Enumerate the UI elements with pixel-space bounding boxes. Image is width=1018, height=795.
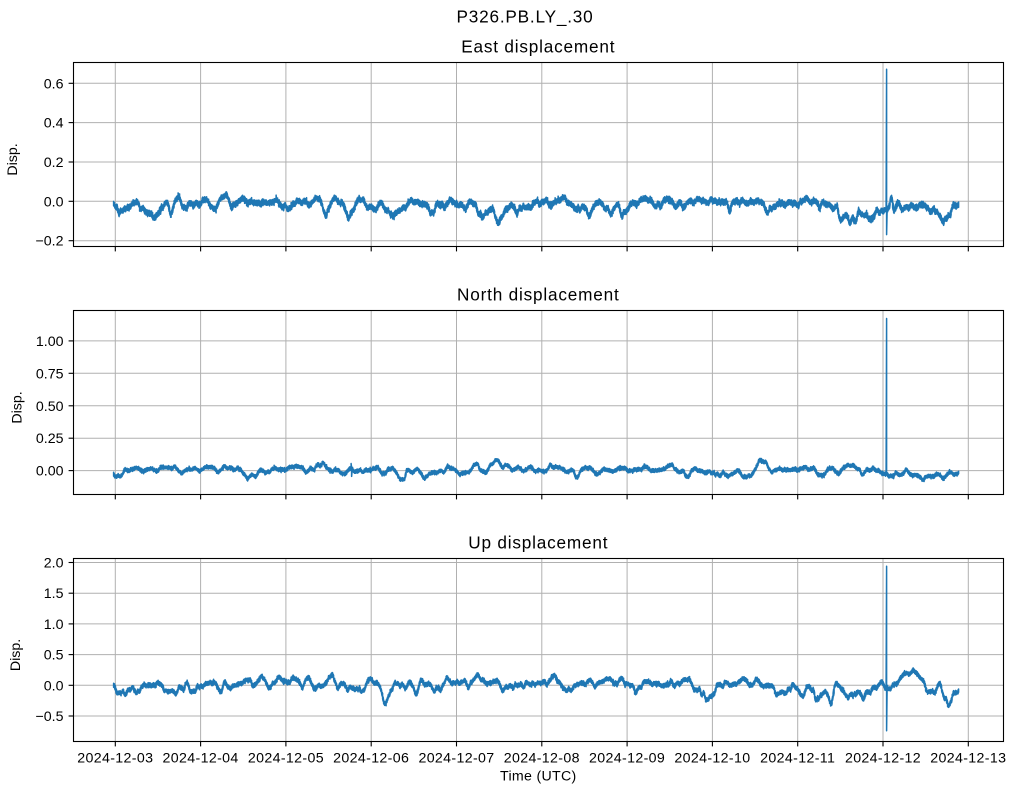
svg-text:2024-12-06: 2024-12-06: [333, 751, 409, 767]
svg-text:2024-12-04: 2024-12-04: [163, 751, 239, 767]
svg-text:2024-12-12: 2024-12-12: [845, 751, 921, 767]
svg-text:2.0: 2.0: [44, 556, 64, 572]
svg-text:2024-12-13: 2024-12-13: [930, 751, 1006, 767]
svg-text:P326.PB.LY_.30: P326.PB.LY_.30: [456, 7, 593, 27]
svg-text:1.0: 1.0: [44, 617, 64, 633]
svg-text:0.2: 0.2: [44, 155, 64, 171]
svg-text:0.75: 0.75: [36, 366, 64, 382]
svg-text:0.4: 0.4: [44, 116, 64, 132]
svg-text:Disp.: Disp.: [8, 639, 24, 671]
svg-text:0.6: 0.6: [44, 76, 64, 92]
svg-text:−0.2: −0.2: [35, 234, 63, 250]
svg-text:2024-12-10: 2024-12-10: [674, 751, 750, 767]
svg-text:2024-12-05: 2024-12-05: [248, 751, 324, 767]
svg-text:North displacement: North displacement: [457, 285, 619, 305]
svg-text:Disp.: Disp.: [5, 143, 21, 175]
svg-text:Up displacement: Up displacement: [468, 533, 608, 553]
svg-text:1.5: 1.5: [44, 586, 64, 602]
svg-text:2024-12-09: 2024-12-09: [589, 751, 665, 767]
svg-text:0.00: 0.00: [36, 464, 64, 480]
svg-text:2024-12-11: 2024-12-11: [760, 751, 835, 767]
svg-text:1.00: 1.00: [36, 334, 64, 350]
svg-text:−0.5: −0.5: [35, 709, 63, 725]
svg-text:Time (UTC): Time (UTC): [500, 769, 577, 785]
svg-text:2024-12-03: 2024-12-03: [77, 751, 153, 767]
svg-text:0.0: 0.0: [44, 194, 64, 210]
svg-text:2024-12-08: 2024-12-08: [504, 751, 580, 767]
svg-text:0.5: 0.5: [44, 648, 64, 664]
svg-text:East displacement: East displacement: [461, 37, 615, 57]
svg-text:0.50: 0.50: [36, 399, 64, 415]
svg-text:0.0: 0.0: [44, 678, 64, 694]
svg-text:Disp.: Disp.: [9, 391, 25, 423]
svg-text:2024-12-07: 2024-12-07: [418, 751, 494, 767]
svg-text:0.25: 0.25: [36, 431, 64, 447]
